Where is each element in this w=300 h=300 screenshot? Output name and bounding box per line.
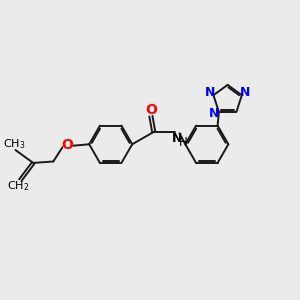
Text: N: N bbox=[208, 107, 219, 120]
Text: O: O bbox=[61, 138, 73, 152]
Text: N: N bbox=[205, 86, 215, 99]
Text: H: H bbox=[179, 136, 188, 149]
Text: N: N bbox=[172, 132, 182, 145]
Text: N: N bbox=[240, 86, 250, 99]
Text: CH$_3$: CH$_3$ bbox=[3, 137, 25, 151]
Text: CH$_2$: CH$_2$ bbox=[7, 179, 29, 193]
Text: O: O bbox=[145, 103, 157, 117]
